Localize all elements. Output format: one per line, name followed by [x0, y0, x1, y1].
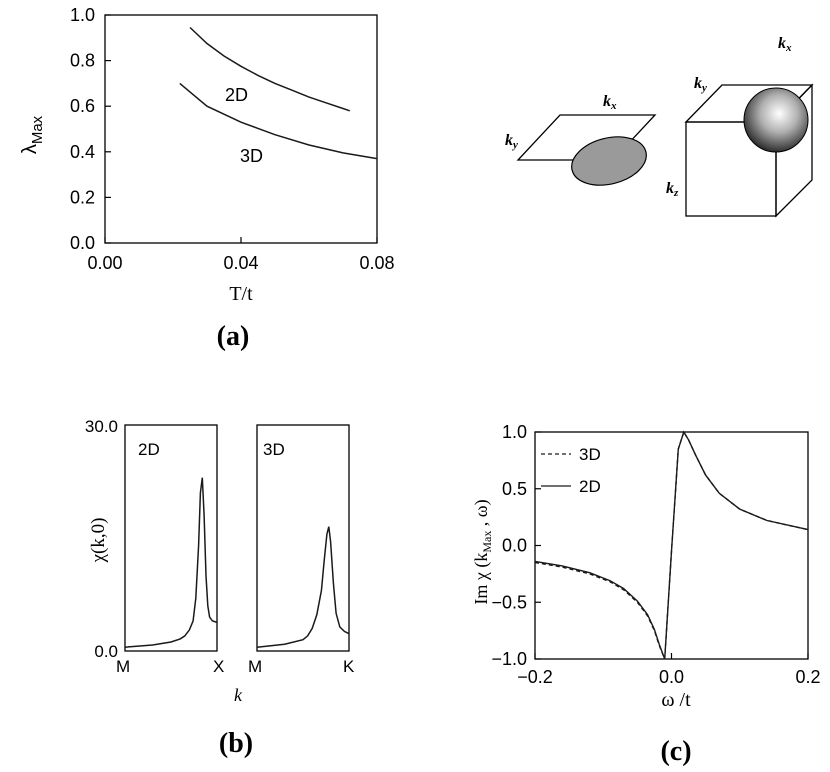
panel-a-y-ticks: 0.0 0.2 0.4 0.6 0.8 1.0 [70, 5, 111, 253]
panel-b-x-axis-label: k [234, 685, 243, 705]
c-ytick-label: −1.0 [491, 649, 527, 669]
a-ytick-label: 1.0 [70, 5, 95, 25]
y-axis-label-main: Im χ (k [471, 553, 492, 605]
series-label-2D: 2D [225, 85, 248, 105]
panel-b-2d-xtick-X: X [213, 657, 224, 676]
series-label-3D: 3D [240, 146, 263, 166]
panel-b-3d-xtick-K: K [343, 657, 355, 676]
panel-c-x-axis-label: ω /t [661, 689, 691, 711]
y-axis-label-lambda: λ [19, 144, 41, 154]
a-ytick-label: 0.4 [70, 142, 95, 162]
c-ytick-label: 0.5 [502, 479, 527, 499]
a-ytick-label: 0.6 [70, 96, 95, 116]
panel-b-2d-xtick-M: M [116, 657, 130, 676]
a-ytick-label: 0.0 [70, 233, 95, 253]
fermi-sphere [743, 87, 809, 153]
panel-b-2d-label: 2D [138, 440, 160, 459]
panel-a-frame [104, 14, 378, 244]
panel-b-ytick-bottom: 0.0 [94, 642, 118, 661]
a-ytick-label: 0.8 [70, 51, 95, 71]
plane-kx-label: kx [603, 93, 617, 112]
y-axis-label-sub: Max [29, 115, 46, 144]
panel-c-x-ticks: −0.2 0.0 0.2 [517, 653, 821, 687]
panel-b: 30.0 0.0 2D 3D M X M K k χ(k,0) (b) [85, 417, 355, 759]
a-xtick-label: 0.04 [223, 253, 258, 273]
k-plane-diagram: kx ky [505, 93, 657, 186]
c-ytick-label: 1.0 [502, 422, 527, 442]
k-cube-diagram: kx ky kz [666, 35, 814, 218]
c-xtick-label: 0.2 [795, 667, 820, 687]
series-line-2D [534, 430, 809, 660]
panel-a-series [179, 26, 378, 160]
series-line-2D [189, 26, 351, 112]
panel-a-y-axis-label: λMax [19, 115, 46, 154]
c-xtick-label: −0.2 [517, 667, 553, 687]
svg-text:χ(k,0): χ(k,0) [88, 518, 109, 564]
plane-ky-label: ky [505, 132, 518, 151]
cube-kx-label: kx [778, 35, 792, 54]
series-line-3D [179, 82, 378, 160]
fermi-ellipse [571, 136, 647, 186]
y-axis-label-sub: Max [480, 531, 494, 553]
panel-b-3d-xtick-M: M [248, 657, 262, 676]
panel-b-3d-frame [256, 424, 350, 652]
panel-c-series [534, 430, 809, 660]
panel-c-y-ticks: 1.0 0.5 0.0 −0.5 −1.0 [491, 422, 541, 669]
a-ytick-label: 0.2 [70, 187, 95, 207]
panel-b-y-axis-label: χ(k,0) [88, 518, 109, 564]
panel-b-2d-frame [124, 424, 218, 652]
panel-c-y-axis-label: Im χ (kMax , ω) [471, 499, 494, 604]
panel-c: 1.0 0.5 0.0 −0.5 −1.0 −0.2 0.0 0.2 3D 2D Im χ … [471, 422, 821, 767]
chi-curve-2D [124, 477, 218, 648]
c-ytick-label: −0.5 [491, 592, 527, 612]
panel-label-c: (c) [660, 736, 691, 767]
panel-a: 0.0 0.2 0.4 0.6 0.8 1.0 0.00 0.04 0.08 2D 3D λM… [19, 5, 395, 352]
svg-text:Im χ (kMax , ω): Im χ (kMax , ω) [471, 499, 494, 604]
a-xtick-label: 0.00 [87, 253, 122, 273]
panel-b-ytick-top: 30.0 [85, 417, 118, 436]
panel-a-x-axis-label: T/t [229, 283, 253, 305]
panel-c-legend: 3D 2D [541, 445, 601, 496]
panel-label-a: (a) [217, 321, 250, 352]
c-xtick-label: 0.0 [659, 667, 684, 687]
chi-curve-3D [256, 526, 350, 648]
cube-side-face [775, 83, 813, 218]
a-xtick-label: 0.08 [359, 253, 394, 273]
panel-label-b: (b) [219, 728, 253, 759]
panel-b-3d-label: 3D [263, 440, 285, 459]
legend-label-3D: 3D [579, 445, 601, 464]
legend-label-2D: 2D [579, 477, 601, 496]
cube-ky-label: ky [694, 75, 707, 94]
c-ytick-label: 0.0 [502, 536, 527, 556]
panel-a-x-ticks: 0.00 0.04 0.08 [87, 237, 395, 273]
cube-kz-label: kz [666, 180, 679, 199]
svg-text:λMax: λMax [19, 115, 46, 154]
y-axis-label-tail: , ω) [471, 499, 492, 530]
panel-b-series [124, 477, 350, 648]
